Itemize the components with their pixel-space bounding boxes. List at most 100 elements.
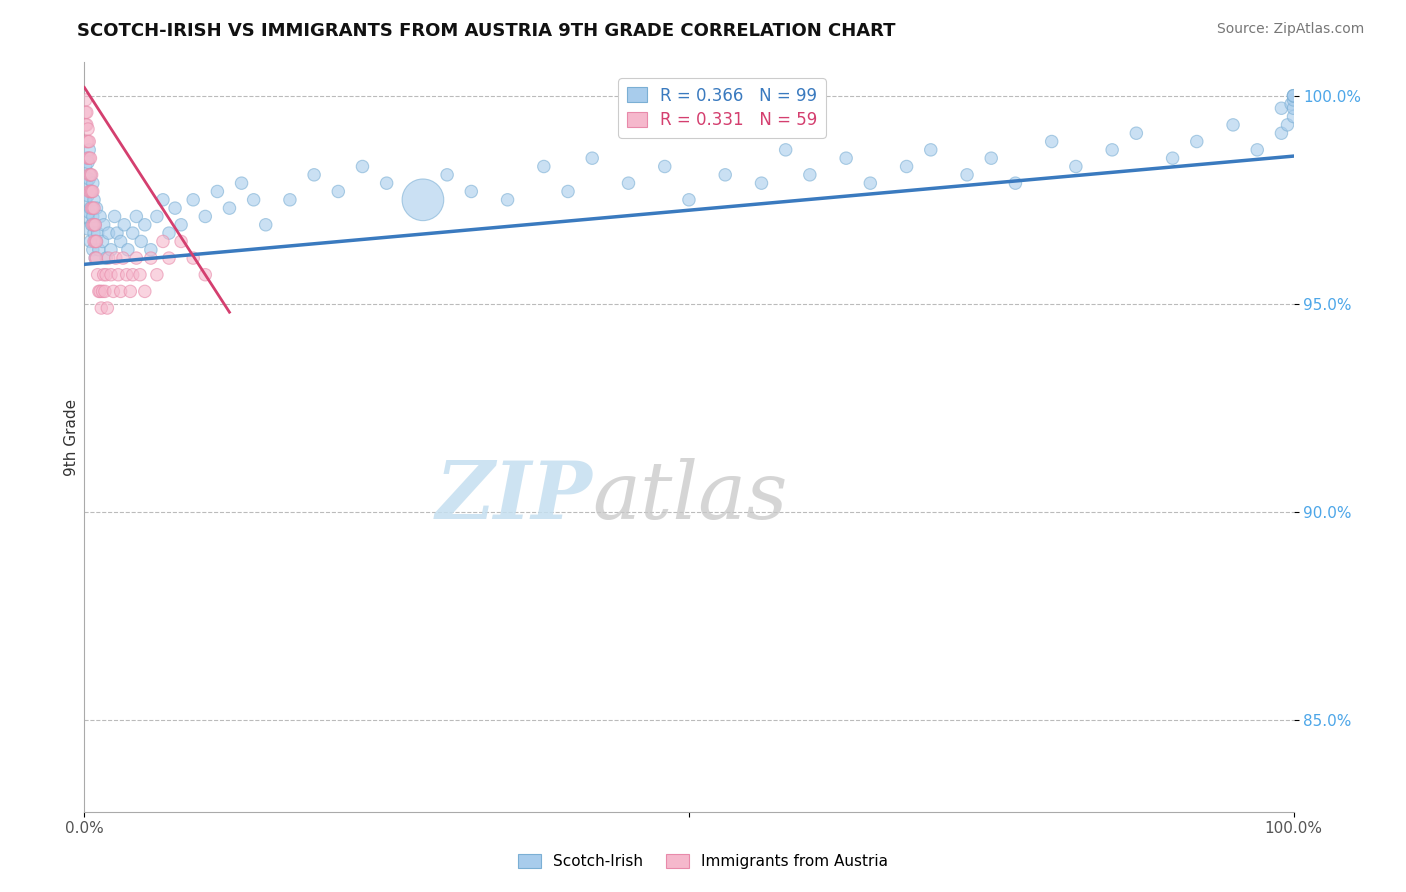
Point: [103, 285, 125, 299]
Point: [91, 235, 114, 249]
Point: [105, 226, 128, 240]
Point: [170, 218, 193, 232]
Point: [77, 205, 100, 219]
Point: [1040, 135, 1063, 149]
Point: [86, 268, 108, 282]
Point: [83, 235, 105, 249]
Text: atlas: atlas: [592, 458, 787, 536]
Point: [170, 235, 193, 249]
Point: [94, 285, 117, 299]
Point: [328, 185, 350, 199]
Point: [375, 176, 398, 190]
Point: [87, 243, 110, 257]
Point: [89, 210, 111, 224]
Legend: R = 0.366   N = 99, R = 0.331   N = 59: R = 0.366 N = 99, R = 0.331 N = 59: [619, 78, 825, 137]
Point: [94, 268, 117, 282]
Point: [146, 268, 169, 282]
Point: [751, 176, 773, 190]
Point: [82, 185, 104, 199]
Point: [1282, 101, 1305, 115]
Point: [87, 285, 110, 299]
Point: [80, 168, 103, 182]
Point: [79, 168, 101, 182]
Point: [97, 226, 120, 240]
Point: [77, 172, 100, 186]
Text: ZIP: ZIP: [436, 458, 592, 536]
Point: [129, 268, 152, 282]
Point: [77, 155, 100, 169]
Point: [1270, 126, 1292, 140]
Point: [82, 210, 104, 224]
Point: [79, 151, 101, 165]
Point: [139, 243, 162, 257]
Point: [859, 176, 882, 190]
Point: [1279, 97, 1302, 112]
Point: [157, 251, 180, 265]
Point: [82, 218, 104, 232]
Legend: Scotch-Irish, Immigrants from Austria: Scotch-Irish, Immigrants from Austria: [512, 848, 894, 875]
Point: [678, 193, 700, 207]
Point: [134, 285, 156, 299]
Point: [93, 268, 115, 282]
Point: [581, 151, 603, 165]
Point: [84, 251, 107, 265]
Point: [775, 143, 797, 157]
Point: [533, 160, 555, 174]
Point: [77, 168, 100, 182]
Point: [436, 168, 458, 182]
Point: [218, 201, 240, 215]
Point: [100, 243, 122, 257]
Point: [125, 251, 148, 265]
Point: [1101, 143, 1123, 157]
Point: [80, 185, 103, 199]
Point: [76, 210, 98, 224]
Point: [231, 176, 253, 190]
Point: [75, 193, 97, 207]
Point: [75, 160, 97, 174]
Point: [557, 185, 579, 199]
Point: [104, 210, 127, 224]
Point: [125, 210, 148, 224]
Point: [835, 151, 858, 165]
Point: [157, 226, 180, 240]
Point: [76, 105, 98, 120]
Point: [110, 235, 132, 249]
Point: [77, 135, 100, 149]
Point: [117, 243, 139, 257]
Point: [77, 151, 100, 165]
Point: [254, 218, 277, 232]
Point: [76, 135, 98, 149]
Text: SCOTCH-IRISH VS IMMIGRANTS FROM AUSTRIA 9TH GRADE CORRELATION CHART: SCOTCH-IRISH VS IMMIGRANTS FROM AUSTRIA …: [77, 22, 896, 40]
Point: [207, 185, 229, 199]
Point: [1282, 88, 1305, 103]
Y-axis label: 9th Grade: 9th Grade: [63, 399, 79, 475]
Point: [896, 160, 918, 174]
Point: [77, 222, 100, 236]
Point: [84, 218, 107, 232]
Point: [181, 193, 204, 207]
Point: [352, 160, 374, 174]
Point: [1222, 118, 1244, 132]
Point: [83, 201, 105, 215]
Point: [120, 285, 142, 299]
Point: [121, 226, 143, 240]
Point: [77, 188, 100, 202]
Point: [121, 268, 143, 282]
Point: [86, 201, 108, 215]
Point: [90, 301, 112, 315]
Point: [83, 193, 105, 207]
Point: [1185, 135, 1208, 149]
Point: [110, 285, 132, 299]
Point: [82, 201, 104, 215]
Point: [1064, 160, 1087, 174]
Point: [1270, 101, 1292, 115]
Point: [77, 151, 100, 165]
Point: [194, 210, 217, 224]
Point: [77, 185, 100, 199]
Point: [181, 251, 204, 265]
Text: Source: ZipAtlas.com: Source: ZipAtlas.com: [1216, 22, 1364, 37]
Point: [79, 201, 101, 215]
Point: [1125, 126, 1147, 140]
Point: [654, 160, 676, 174]
Point: [96, 301, 118, 315]
